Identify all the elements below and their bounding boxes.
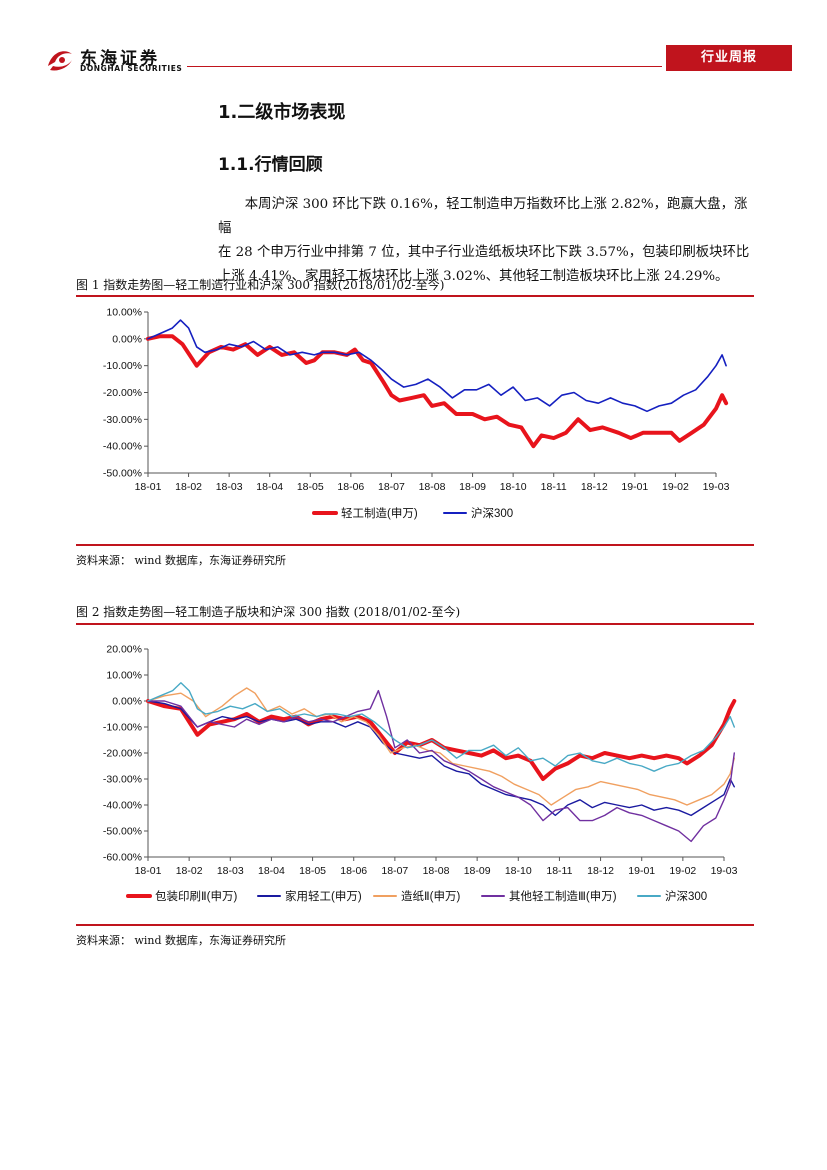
x-tick-label: 18-08 bbox=[423, 865, 450, 877]
y-tick-label: -20.00% bbox=[103, 387, 142, 399]
x-tick-label: 18-09 bbox=[459, 481, 486, 493]
figure1-chart: 10.00% 0.00% -10.00% -20.00% -30.00% -40.00% -… bbox=[103, 307, 730, 521]
figure2-top-rule bbox=[76, 623, 754, 625]
donghai-logo-icon bbox=[48, 51, 72, 71]
series-line-4 bbox=[147, 689, 735, 843]
x-tick-label: 19-03 bbox=[703, 481, 730, 493]
x-tick-label: 18-07 bbox=[381, 865, 408, 877]
figure2-source: 资料来源： wind 数据库，东海证券研究所 bbox=[76, 934, 287, 947]
logo-english-name: DONGHAI SECURITIES bbox=[80, 64, 183, 73]
legend-label: 包装印刷Ⅱ(申万) bbox=[155, 890, 237, 903]
series-line-5 bbox=[147, 682, 735, 772]
paragraph-line: 上涨 4.41%、家用轻工板块环比上涨 3.02%、其他轻工制造板块环比上涨 2… bbox=[218, 269, 729, 284]
x-tick-label: 19-03 bbox=[711, 865, 738, 877]
figure1-top-rule bbox=[76, 295, 754, 297]
x-tick-label: 18-12 bbox=[587, 865, 614, 877]
x-tick-label: 18-02 bbox=[176, 865, 203, 877]
x-tick-label: 18-03 bbox=[216, 481, 243, 493]
legend-label: 其他轻工制造Ⅲ(申万) bbox=[509, 889, 617, 903]
x-tick-label: 18-05 bbox=[299, 865, 326, 877]
x-tick-label: 19-01 bbox=[621, 481, 648, 493]
header-divider bbox=[187, 66, 662, 67]
x-tick-label: 18-01 bbox=[135, 481, 162, 493]
x-tick-label: 18-04 bbox=[256, 481, 283, 493]
series-line-2 bbox=[147, 700, 735, 817]
section-heading: 1.二级市场表现 bbox=[218, 102, 346, 123]
figure2-chart: 20.00% 10.00% 0.00% -10.00% -20.00% -30.00% -4… bbox=[103, 644, 738, 904]
series-line-3 bbox=[147, 687, 735, 806]
x-tick-label: 18-09 bbox=[464, 865, 491, 877]
y-tick-label: 0.00% bbox=[112, 333, 142, 345]
x-tick-label: 18-02 bbox=[175, 481, 202, 493]
legend-label: 沪深300 bbox=[471, 506, 513, 520]
figure2-caption: 图 2 指数走势图—轻工制造子版块和沪深 300 指数 (2018/01/02-… bbox=[76, 605, 461, 619]
legend-label: 造纸Ⅱ(申万) bbox=[401, 889, 460, 903]
x-tick-label: 18-12 bbox=[581, 481, 608, 493]
x-tick-label: 18-07 bbox=[378, 481, 405, 493]
x-tick-label: 19-02 bbox=[669, 865, 696, 877]
y-tick-label: -20.00% bbox=[103, 748, 142, 760]
y-tick-label: 10.00% bbox=[106, 670, 142, 682]
y-tick-label: -30.00% bbox=[103, 774, 142, 786]
figure1-source: 资料来源： wind 数据库，东海证券研究所 bbox=[76, 554, 287, 567]
x-tick-label: 18-11 bbox=[541, 481, 567, 493]
x-tick-label: 18-06 bbox=[337, 481, 364, 493]
x-tick-label: 18-03 bbox=[217, 865, 244, 877]
series-line-1 bbox=[146, 334, 729, 449]
report-type-badge: 行业周报 bbox=[666, 45, 792, 71]
y-tick-label: -10.00% bbox=[103, 722, 142, 734]
y-tick-label: -40.00% bbox=[103, 800, 142, 812]
y-tick-label: 20.00% bbox=[106, 644, 142, 656]
x-tick-label: 18-05 bbox=[297, 481, 324, 493]
paragraph-line: 本周沪深 300 环比下跌 0.16%，轻工制造申万指数环比上涨 2.82%，跑… bbox=[218, 197, 748, 236]
y-tick-label: -60.00% bbox=[103, 852, 142, 864]
summary-paragraph: 本周沪深 300 环比下跌 0.16%，轻工制造申万指数环比上涨 2.82%，跑… bbox=[218, 193, 758, 289]
x-tick-label: 18-11 bbox=[546, 865, 572, 877]
y-tick-label: -10.00% bbox=[103, 360, 142, 372]
x-tick-label: 18-04 bbox=[258, 865, 285, 877]
x-tick-label: 19-01 bbox=[628, 865, 655, 877]
y-tick-label: -50.00% bbox=[103, 468, 142, 480]
figure1-caption: 图 1 指数走势图—轻工制造行业和沪深 300 指数(2018/01/02-至今… bbox=[76, 278, 445, 292]
legend-label: 沪深300 bbox=[665, 889, 707, 903]
x-tick-label: 18-08 bbox=[419, 481, 446, 493]
x-tick-label: 18-10 bbox=[500, 481, 527, 493]
y-tick-label: -40.00% bbox=[103, 441, 142, 453]
y-tick-label: 0.00% bbox=[112, 696, 142, 708]
subsection-heading: 1.1.行情回顾 bbox=[218, 155, 323, 175]
figure1-bottom-rule bbox=[76, 544, 754, 546]
y-tick-label: -50.00% bbox=[103, 826, 142, 838]
x-tick-label: 18-01 bbox=[135, 865, 162, 877]
x-tick-label: 18-06 bbox=[340, 865, 367, 877]
paragraph-line: 在 28 个申万行业中排第 7 位，其中子行业造纸板块环比下跌 3.57%，包装… bbox=[218, 245, 750, 260]
figure2-bottom-rule bbox=[76, 924, 754, 926]
logo-chinese-name: 东海证券 bbox=[80, 49, 160, 69]
y-tick-label: -30.00% bbox=[103, 414, 142, 426]
series-line-2 bbox=[147, 319, 727, 413]
y-tick-label: 10.00% bbox=[106, 307, 142, 319]
legend-label: 家用轻工(申万) bbox=[285, 889, 362, 903]
legend-label: 轻工制造(申万) bbox=[341, 506, 418, 520]
x-tick-label: 18-10 bbox=[505, 865, 532, 877]
x-tick-label: 19-02 bbox=[662, 481, 689, 493]
